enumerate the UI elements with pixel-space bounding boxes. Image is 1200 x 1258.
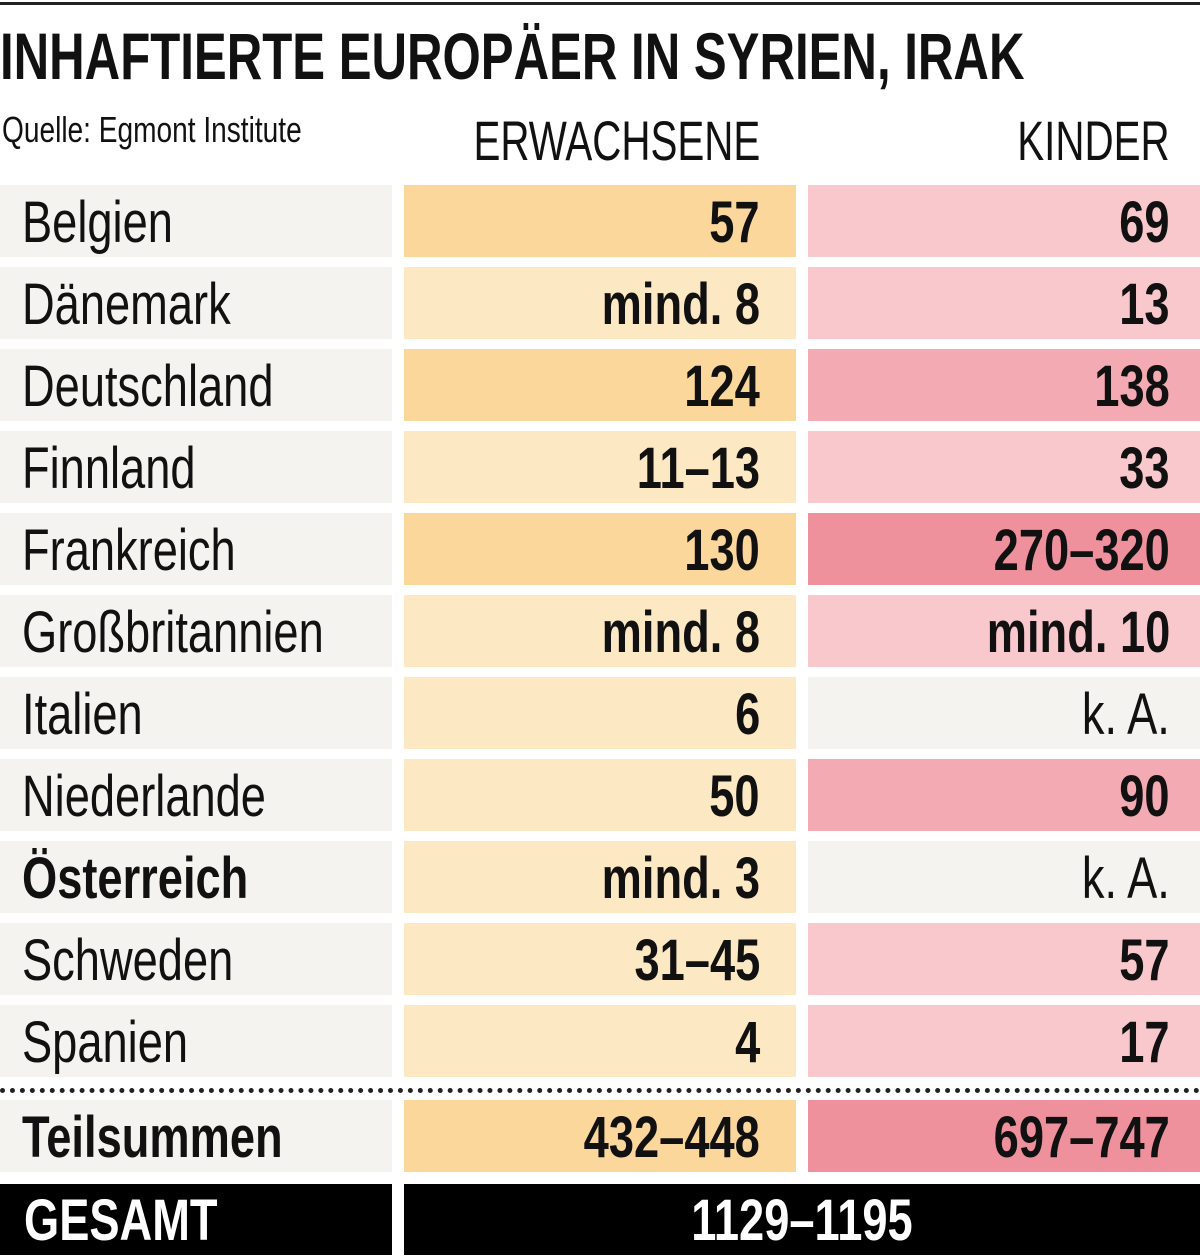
children-value: 17 [1119,1010,1170,1075]
adults-cell: mind. 8 [404,267,796,339]
adults-value: 6 [734,682,760,747]
children-cell: 90 [808,759,1200,831]
source-note: Quelle: Egmont Institute [2,108,386,152]
country-value: Frankreich [22,518,236,583]
country-value: Finnland [22,436,196,501]
children-cell: 138 [808,349,1200,421]
country-cell: Niederlande [0,759,392,831]
adults-cell: mind. 8 [404,595,796,667]
table-row: Italien 6 k. A. [0,677,1200,749]
table-row: Österreich mind. 3 k. A. [0,841,1200,913]
country-cell: Großbritannien [0,595,392,667]
column-header-adults: ERWACHSENE [362,110,760,172]
children-cell: 33 [808,431,1200,503]
table-row: Niederlande 50 90 [0,759,1200,831]
page-title: INHAFTIERTE EUROPÄER IN SYRIEN, IRAK [0,16,1200,96]
adults-value: 50 [709,764,760,829]
total-label: GESAMT [24,1188,218,1253]
children-value: mind. 10 [986,600,1170,665]
adults-cell: 6 [404,677,796,749]
country-cell: Finnland [0,431,392,503]
adults-value: 11–13 [636,436,760,501]
adults-cell: 31–45 [404,923,796,995]
table-row: Großbritannien mind. 8 mind. 10 [0,595,1200,667]
country-cell: Belgien [0,185,392,257]
adults-cell: 50 [404,759,796,831]
country-cell: Österreich [0,841,392,913]
children-value: 13 [1119,272,1170,337]
adults-cell: mind. 3 [404,841,796,913]
adults-cell: 124 [404,349,796,421]
children-cell: k. A. [808,677,1200,749]
country-value: Großbritannien [22,600,324,665]
children-cell: 13 [808,267,1200,339]
children-cell: mind. 10 [808,595,1200,667]
table-row: Spanien 4 17 [0,1005,1200,1077]
children-cell: 69 [808,185,1200,257]
adults-cell: 11–13 [404,431,796,503]
children-value: 33 [1119,436,1170,501]
adults-value: mind. 3 [601,846,760,911]
children-cell: k. A. [808,841,1200,913]
country-cell: Dänemark [0,267,392,339]
dotted-divider [0,1088,1200,1093]
adults-cell: 130 [404,513,796,585]
children-cell: 17 [808,1005,1200,1077]
adults-value: 432–448 [583,1105,760,1170]
children-cell: 270–320 [808,513,1200,585]
table-row: Frankreich 130 270–320 [0,513,1200,585]
top-rule [0,2,1200,5]
adults-value: mind. 8 [601,600,760,665]
adults-cell: 432–448 [404,1100,796,1172]
adults-value: 57 [709,190,760,255]
adults-value: mind. 8 [601,272,760,337]
adults-cell: 57 [404,185,796,257]
country-value: Spanien [22,1010,189,1075]
country-value: Schweden [22,928,234,993]
country-cell: Teilsummen [0,1100,392,1172]
column-header-adults-text: ERWACHSENE [473,109,760,172]
table-row: Schweden 31–45 57 [0,923,1200,995]
adults-value: 124 [684,354,760,419]
children-cell: 697–747 [808,1100,1200,1172]
title-text: INHAFTIERTE EUROPÄER IN SYRIEN, IRAK [0,19,1025,93]
country-cell: Italien [0,677,392,749]
table-row: Dänemark mind. 8 13 [0,267,1200,339]
country-value: Niederlande [22,764,266,829]
table-row: Deutschland 124 138 [0,349,1200,421]
source-text: Quelle: Egmont Institute [2,109,302,150]
adults-value: 31–45 [634,928,760,993]
column-header-children: KINDER [958,110,1170,172]
children-value: k. A. [1081,682,1170,747]
children-value: 138 [1094,354,1170,419]
country-cell: Spanien [0,1005,392,1077]
country-value: Deutschland [22,354,274,419]
total-value-cell: 1129–1195 [404,1184,1200,1255]
country-cell: Frankreich [0,513,392,585]
adults-value: 130 [684,518,760,583]
country-value: Belgien [22,190,173,255]
country-value: Dänemark [22,272,231,337]
adults-cell: 4 [404,1005,796,1077]
table-row: Finnland 11–13 33 [0,431,1200,503]
adults-value: 4 [734,1010,760,1075]
children-value: 69 [1119,190,1170,255]
country-value: Österreich [22,846,249,911]
subtotal-row: Teilsummen 432–448 697–747 [0,1100,1200,1172]
total-label-cell: GESAMT [0,1184,392,1255]
country-cell: Schweden [0,923,392,995]
children-value: k. A. [1081,846,1170,911]
children-cell: 57 [808,923,1200,995]
children-value: 270–320 [993,518,1170,583]
country-cell: Deutschland [0,349,392,421]
table-row: Belgien 57 69 [0,185,1200,257]
children-value: 90 [1119,764,1170,829]
country-value: Italien [22,682,143,747]
country-value: Teilsummen [22,1105,283,1170]
children-value: 697–747 [993,1105,1170,1170]
column-header-children-text: KINDER [1017,109,1170,172]
children-value: 57 [1119,928,1170,993]
total-value: 1129–1195 [691,1188,913,1253]
